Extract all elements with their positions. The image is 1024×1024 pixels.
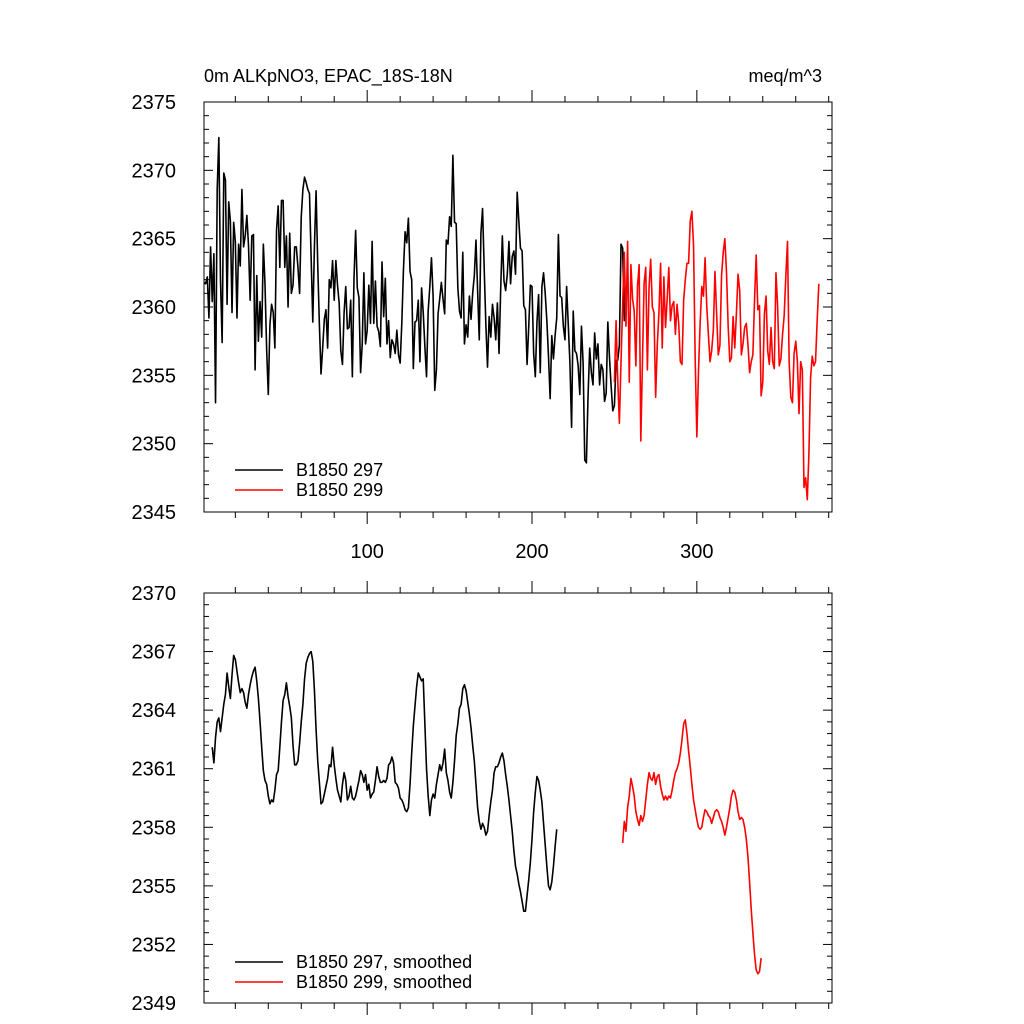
top-legend-label-0: B1850 297 — [296, 460, 383, 480]
bottom-y-tick-label: 2349 — [132, 993, 177, 1015]
bottom-legend-label-0: B1850 297, smoothed — [296, 952, 472, 972]
bottom-y-tick-label: 2355 — [132, 876, 177, 898]
bottom-y-tick-label: 2367 — [132, 642, 177, 664]
bottom-y-tick-label: 2370 — [132, 583, 177, 605]
top-x-tick-label: 100 — [350, 541, 383, 563]
bottom-legend: B1850 297, smoothed B1850 299, smoothed — [235, 952, 472, 992]
top-y-tick-label: 2355 — [132, 365, 177, 387]
top-units: meq/m^3 — [749, 66, 822, 86]
top-x-tick-label: 200 — [515, 541, 548, 563]
bottom-y-tick-label: 2358 — [132, 817, 177, 839]
top-y-tick-label: 2365 — [132, 229, 177, 251]
top-axes: 2345 2350 2355 2360 2365 2370 2375 100 200 300 — [132, 90, 832, 563]
bottom-y-tick-label: 2361 — [132, 759, 177, 781]
top-y-tick-label: 2345 — [132, 502, 177, 524]
top-plot-frame — [203, 101, 833, 513]
top-y-tick-label: 2360 — [132, 297, 177, 319]
top-series-line-1 — [613, 210, 820, 501]
top-y-tick-label: 2375 — [132, 92, 177, 114]
top-legend: B1850 297 B1850 299 — [235, 460, 383, 500]
bottom-series-line-1 — [621, 719, 762, 975]
bottom-series-line-0 — [211, 650, 558, 913]
top-panel: 0m ALKpNO3, EPAC_18S-18N meq/m^3 2345 235… — [132, 66, 833, 563]
bottom-y-tick-label: 2352 — [132, 934, 177, 956]
top-series-group — [203, 136, 820, 501]
top-series-line-0 — [203, 136, 627, 464]
bottom-y-tick-label: 2364 — [132, 700, 177, 722]
top-x-tick-label: 300 — [680, 541, 713, 563]
bottom-axes: 2349 2352 2355 2358 2361 2364 2367 2370 — [132, 581, 832, 1015]
bottom-plot-frame — [203, 592, 833, 1004]
top-y-tick-label: 2370 — [132, 160, 177, 182]
bottom-panel: 2349 2352 2355 2358 2361 2364 2367 2370 B1850 2… — [132, 581, 833, 1015]
top-title: 0m ALKpNO3, EPAC_18S-18N — [204, 66, 453, 87]
bottom-legend-label-1: B1850 299, smoothed — [296, 972, 472, 992]
bottom-series-group — [211, 650, 762, 975]
top-legend-label-1: B1850 299 — [296, 480, 383, 500]
top-y-tick-label: 2350 — [132, 434, 177, 456]
